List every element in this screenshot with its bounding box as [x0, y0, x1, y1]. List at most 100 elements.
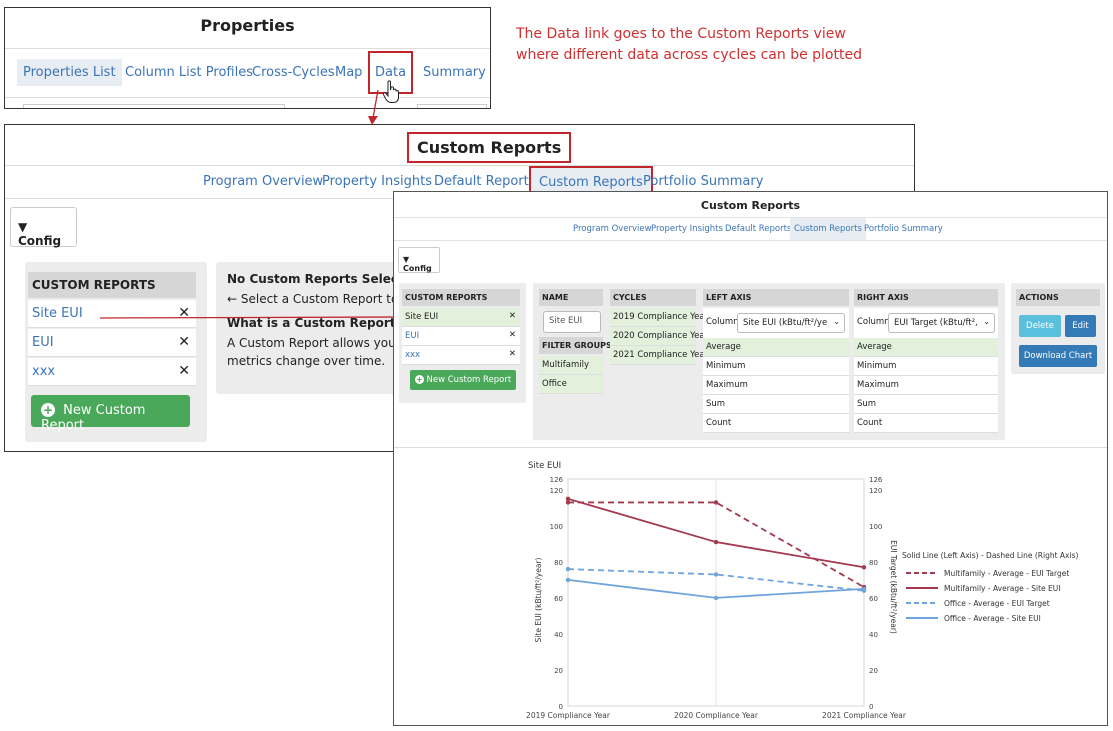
- right-agg-average[interactable]: Average: [854, 338, 998, 357]
- search-box-stub: [23, 104, 285, 108]
- nav-custom-reports[interactable]: Custom Reports: [790, 218, 866, 240]
- data-point: [861, 586, 867, 592]
- data-point: [861, 565, 867, 570]
- info-text-1: ← Select a Custom Report to g: [227, 292, 410, 306]
- data-point: [713, 539, 719, 545]
- legend-entry: Office - Average - EUI Target: [944, 599, 1050, 608]
- report-name-input[interactable]: Site EUI: [543, 311, 601, 333]
- left-axis-column-value: Site EUI (kBtu/ft²/ye: [743, 318, 828, 328]
- legend-entry: Multifamily - Average - EUI Target: [944, 569, 1069, 578]
- new-custom-report-button[interactable]: + New Custom Report: [31, 395, 190, 433]
- tab-summary[interactable]: Summary: [423, 65, 486, 80]
- chart-divider: [394, 447, 1107, 448]
- edit-button[interactable]: Edit: [1065, 315, 1096, 337]
- info-text-2b: metrics change over time.: [227, 354, 386, 368]
- right-axis-column-value: EUI Target (kBtu/ft²,: [894, 318, 978, 328]
- new-custom-report-button[interactable]: + New Custom Report: [410, 370, 516, 390]
- detail-title: Custom Reports: [700, 199, 801, 212]
- right-tick-label: 80: [869, 559, 878, 567]
- nav-default-reports[interactable]: Default Reports: [434, 174, 536, 189]
- report-name: xxx: [405, 350, 421, 360]
- data-point: [713, 595, 719, 601]
- tab-map[interactable]: Map: [335, 65, 363, 80]
- close-icon[interactable]: ✕: [178, 363, 190, 379]
- tab-cross-cycles[interactable]: Cross-Cycles: [252, 65, 335, 80]
- config-toggle[interactable]: ▼ Config: [10, 207, 77, 248]
- left-tick-label: 126: [550, 476, 564, 484]
- tab-column-list-profiles[interactable]: Column List Profiles: [125, 65, 253, 80]
- nav-property-insights[interactable]: Property Insights: [651, 224, 723, 234]
- right-axis-column-select[interactable]: EUI Target (kBtu/ft², ⌄: [888, 313, 995, 333]
- left-agg-minimum[interactable]: Minimum: [703, 357, 849, 376]
- legend-entry: Multifamily - Average - Site EUI: [944, 584, 1060, 593]
- custom-report-detail-panel: Custom Reports Program Overview Property…: [393, 191, 1108, 726]
- nav-default-reports[interactable]: Default Reports: [725, 224, 792, 234]
- tab-properties-list[interactable]: Properties List: [17, 59, 122, 86]
- data-point: [565, 577, 571, 583]
- info-text-2a: A Custom Report allows you to: [227, 336, 412, 350]
- nav-portfolio-summary[interactable]: Portfolio Summary: [864, 224, 943, 234]
- list-item[interactable]: EUI ✕: [28, 329, 196, 357]
- detail-reports-header: CUSTOM REPORTS: [402, 289, 520, 306]
- left-agg-count[interactable]: Count: [703, 414, 849, 433]
- hand-cursor-icon: [382, 80, 399, 103]
- actions-box: ACTIONS Delete Edit Download Chart: [1011, 283, 1105, 374]
- cycle-item[interactable]: 2020 Compliance Year: [610, 327, 708, 346]
- close-icon[interactable]: ✕: [178, 305, 190, 321]
- config-toggle[interactable]: ▼ Config: [398, 247, 440, 273]
- info-box: No Custom Reports Selected ← Select a Cu…: [216, 262, 420, 394]
- legend-title: Solid Line (Left Axis) - Dashed Line (Ri…: [902, 551, 1078, 560]
- data-point: [713, 500, 719, 505]
- report-name: Site EUI: [405, 312, 439, 322]
- legend-entry: Office - Average - Site EUI: [944, 614, 1041, 623]
- delete-button[interactable]: Delete: [1019, 315, 1061, 337]
- x-tick-label: 2020 Compliance Year: [674, 711, 759, 720]
- left-axis-header: LEFT AXIS: [703, 289, 849, 306]
- properties-tabbar: Properties List Column List Profiles Cro…: [5, 48, 490, 98]
- list-item[interactable]: EUI ✕: [402, 327, 520, 346]
- filter-groups-header: FILTER GROUPS: [539, 337, 612, 354]
- download-chart-button[interactable]: Download Chart: [1019, 345, 1097, 367]
- cycle-item[interactable]: 2021 Compliance Year: [610, 346, 708, 365]
- left-agg-maximum[interactable]: Maximum: [703, 376, 849, 395]
- right-tick-label: 40: [869, 631, 878, 639]
- config-label: Config: [403, 264, 432, 273]
- nav-property-insights[interactable]: Property Insights: [322, 174, 432, 189]
- plus-circle-icon: +: [41, 403, 55, 417]
- info-heading-2: What is a Custom Report?: [227, 316, 403, 330]
- left-axis-ticks: 0 20 40 60 80 100 120 126: [550, 476, 564, 711]
- close-icon[interactable]: ✕: [508, 349, 516, 359]
- line-chart: Site EUI 0 20 40 60 80 100 120 126 0 20 40 60 80 100…: [526, 461, 1078, 720]
- nav-portfolio-summary[interactable]: Portfolio Summary: [643, 174, 764, 189]
- config-label: Config: [18, 234, 62, 248]
- filter-group-item[interactable]: Multifamily: [539, 356, 603, 375]
- left-axis-label: Site EUI (kBtu/ft²/year): [534, 557, 543, 642]
- caret-down-icon: ▼: [18, 220, 28, 234]
- close-icon[interactable]: ✕: [178, 334, 190, 350]
- chevron-down-icon: ⌄: [833, 317, 840, 326]
- right-agg-minimum[interactable]: Minimum: [854, 357, 998, 376]
- nav-program-overview[interactable]: Program Overview: [203, 174, 324, 189]
- chart-title: Site EUI: [528, 461, 561, 471]
- right-agg-sum[interactable]: Sum: [854, 395, 998, 414]
- data-point: [565, 500, 571, 505]
- cycle-item[interactable]: 2019 Compliance Year: [610, 308, 708, 327]
- close-icon[interactable]: ✕: [508, 330, 516, 340]
- left-agg-sum[interactable]: Sum: [703, 395, 849, 414]
- left-agg-average[interactable]: Average: [703, 338, 849, 357]
- filter-group-item[interactable]: Office: [539, 375, 603, 394]
- close-icon[interactable]: ✕: [508, 311, 516, 321]
- chart-legend: Solid Line (Left Axis) - Dashed Line (Ri…: [902, 551, 1078, 623]
- button-stub: [417, 104, 487, 108]
- left-tick-label: 100: [550, 523, 563, 531]
- list-item[interactable]: xxx ✕: [28, 358, 196, 386]
- left-axis-column-select[interactable]: Site EUI (kBtu/ft²/ye ⌄: [737, 313, 845, 333]
- right-agg-count[interactable]: Count: [854, 414, 998, 433]
- list-item[interactable]: Site EUI ✕: [402, 308, 520, 327]
- left-tick-label: 0: [559, 703, 563, 711]
- list-item[interactable]: xxx ✕: [402, 346, 520, 365]
- right-agg-maximum[interactable]: Maximum: [854, 376, 998, 395]
- custom-reports-title: Custom Reports: [407, 132, 572, 163]
- list-item[interactable]: Site EUI ✕: [28, 300, 196, 328]
- nav-program-overview[interactable]: Program Overview: [573, 224, 652, 234]
